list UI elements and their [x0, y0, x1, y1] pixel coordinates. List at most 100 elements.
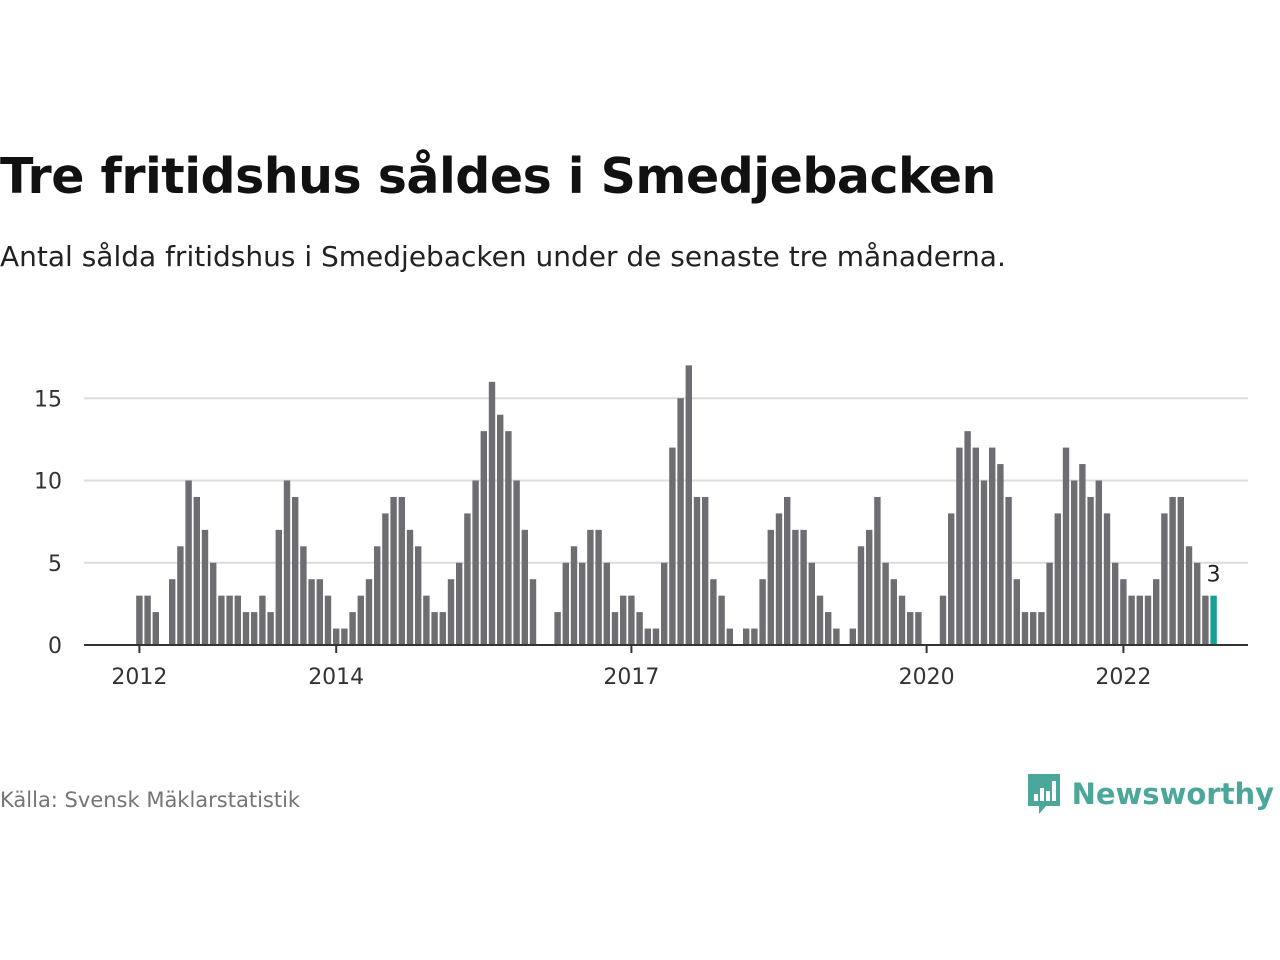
- bar: [1087, 496, 1094, 645]
- bar: [1177, 496, 1184, 645]
- bar: [1128, 595, 1135, 645]
- bars: [136, 365, 1217, 645]
- x-tick-label: 2014: [308, 665, 364, 690]
- bar: [644, 628, 651, 645]
- bar: [915, 612, 922, 645]
- bar: [144, 595, 151, 645]
- bar: [464, 513, 471, 645]
- x-tick-label: 2020: [899, 665, 955, 690]
- bar: [611, 612, 619, 645]
- bar: [242, 612, 250, 645]
- bar: [406, 529, 414, 645]
- bar: [792, 529, 799, 645]
- bar: [177, 546, 184, 645]
- bar: [677, 398, 684, 645]
- bar: [907, 612, 914, 645]
- bar: [816, 595, 824, 645]
- bar: [1021, 612, 1029, 645]
- bar: [300, 546, 307, 645]
- bar: [939, 595, 947, 645]
- bar: [636, 612, 643, 645]
- bar: [218, 595, 225, 645]
- bar: [390, 496, 397, 645]
- bar: [857, 546, 865, 645]
- bar: [554, 612, 561, 645]
- bar: [365, 579, 373, 645]
- bar: [1079, 464, 1086, 645]
- bar: [726, 628, 733, 645]
- bar-latest: [1210, 595, 1217, 645]
- bar: [1153, 579, 1160, 645]
- bar: [808, 562, 815, 645]
- bar: [800, 529, 807, 645]
- bar: [1144, 595, 1152, 645]
- bar: [579, 562, 586, 645]
- bar: [497, 414, 504, 645]
- bar: [743, 628, 750, 645]
- bar: [562, 562, 569, 645]
- bar: [447, 579, 455, 645]
- bar: [661, 562, 668, 645]
- bar: [1062, 447, 1070, 645]
- bar: [669, 447, 676, 645]
- bar: [866, 529, 873, 645]
- bar: [521, 529, 528, 645]
- brand-logo: Newsworthy: [1026, 772, 1274, 816]
- bar: [890, 579, 897, 645]
- bar: [259, 595, 266, 645]
- bar: [685, 365, 692, 645]
- bar: [1071, 480, 1078, 645]
- bar: [570, 546, 578, 645]
- chart-title: Tre fritidshus såldes i Smedjebacken: [0, 148, 996, 205]
- bar: [964, 431, 971, 645]
- bar: [193, 496, 200, 645]
- bar: [1095, 480, 1102, 645]
- bar: [201, 529, 209, 645]
- bar: [759, 579, 766, 645]
- bar: [398, 496, 405, 645]
- bar: [488, 381, 496, 645]
- bar: [423, 595, 430, 645]
- bar: [1054, 513, 1061, 645]
- bar: [948, 513, 955, 645]
- bar: [1112, 562, 1119, 645]
- bar: [382, 513, 389, 645]
- bar: [587, 529, 594, 645]
- bar: [751, 628, 758, 645]
- y-tick-label: 10: [34, 470, 62, 495]
- bar: [956, 447, 963, 645]
- bar: [980, 480, 988, 645]
- bar: [603, 562, 610, 645]
- bar: [989, 447, 996, 645]
- bar: [693, 496, 701, 645]
- bar-chart: 0 5 10 15 2012 2014 2017 2020 2022 3: [34, 365, 1248, 690]
- axes: 0 5 10 15 2012 2014 2017 2020 2022 3: [34, 387, 1248, 690]
- bar: [349, 612, 356, 645]
- bar: [316, 579, 323, 645]
- bar: [472, 480, 479, 645]
- newsworthy-logo-icon: [1027, 774, 1060, 814]
- y-tick-label: 15: [34, 387, 62, 412]
- bar: [234, 595, 241, 645]
- bar: [152, 612, 159, 645]
- x-tick-label: 2022: [1095, 665, 1151, 690]
- bar: [529, 579, 537, 645]
- bar: [1169, 496, 1176, 645]
- bar: [357, 595, 364, 645]
- bar: [341, 628, 348, 645]
- latest-value-label: 3: [1207, 563, 1221, 588]
- bar: [1161, 513, 1168, 645]
- y-tick-label: 0: [48, 634, 62, 659]
- bar: [718, 595, 725, 645]
- bar: [292, 496, 299, 645]
- bar: [1046, 562, 1053, 645]
- bar: [439, 612, 446, 645]
- chart-subtitle: Antal sålda fritidshus i Smedjebacken un…: [0, 240, 1006, 273]
- bar: [324, 595, 332, 645]
- bar: [1103, 513, 1111, 645]
- bar: [251, 612, 258, 645]
- source-note: Källa: Svensk Mäklarstatistik: [0, 788, 301, 812]
- bar: [374, 546, 381, 645]
- bar: [1030, 612, 1037, 645]
- bar: [169, 579, 176, 645]
